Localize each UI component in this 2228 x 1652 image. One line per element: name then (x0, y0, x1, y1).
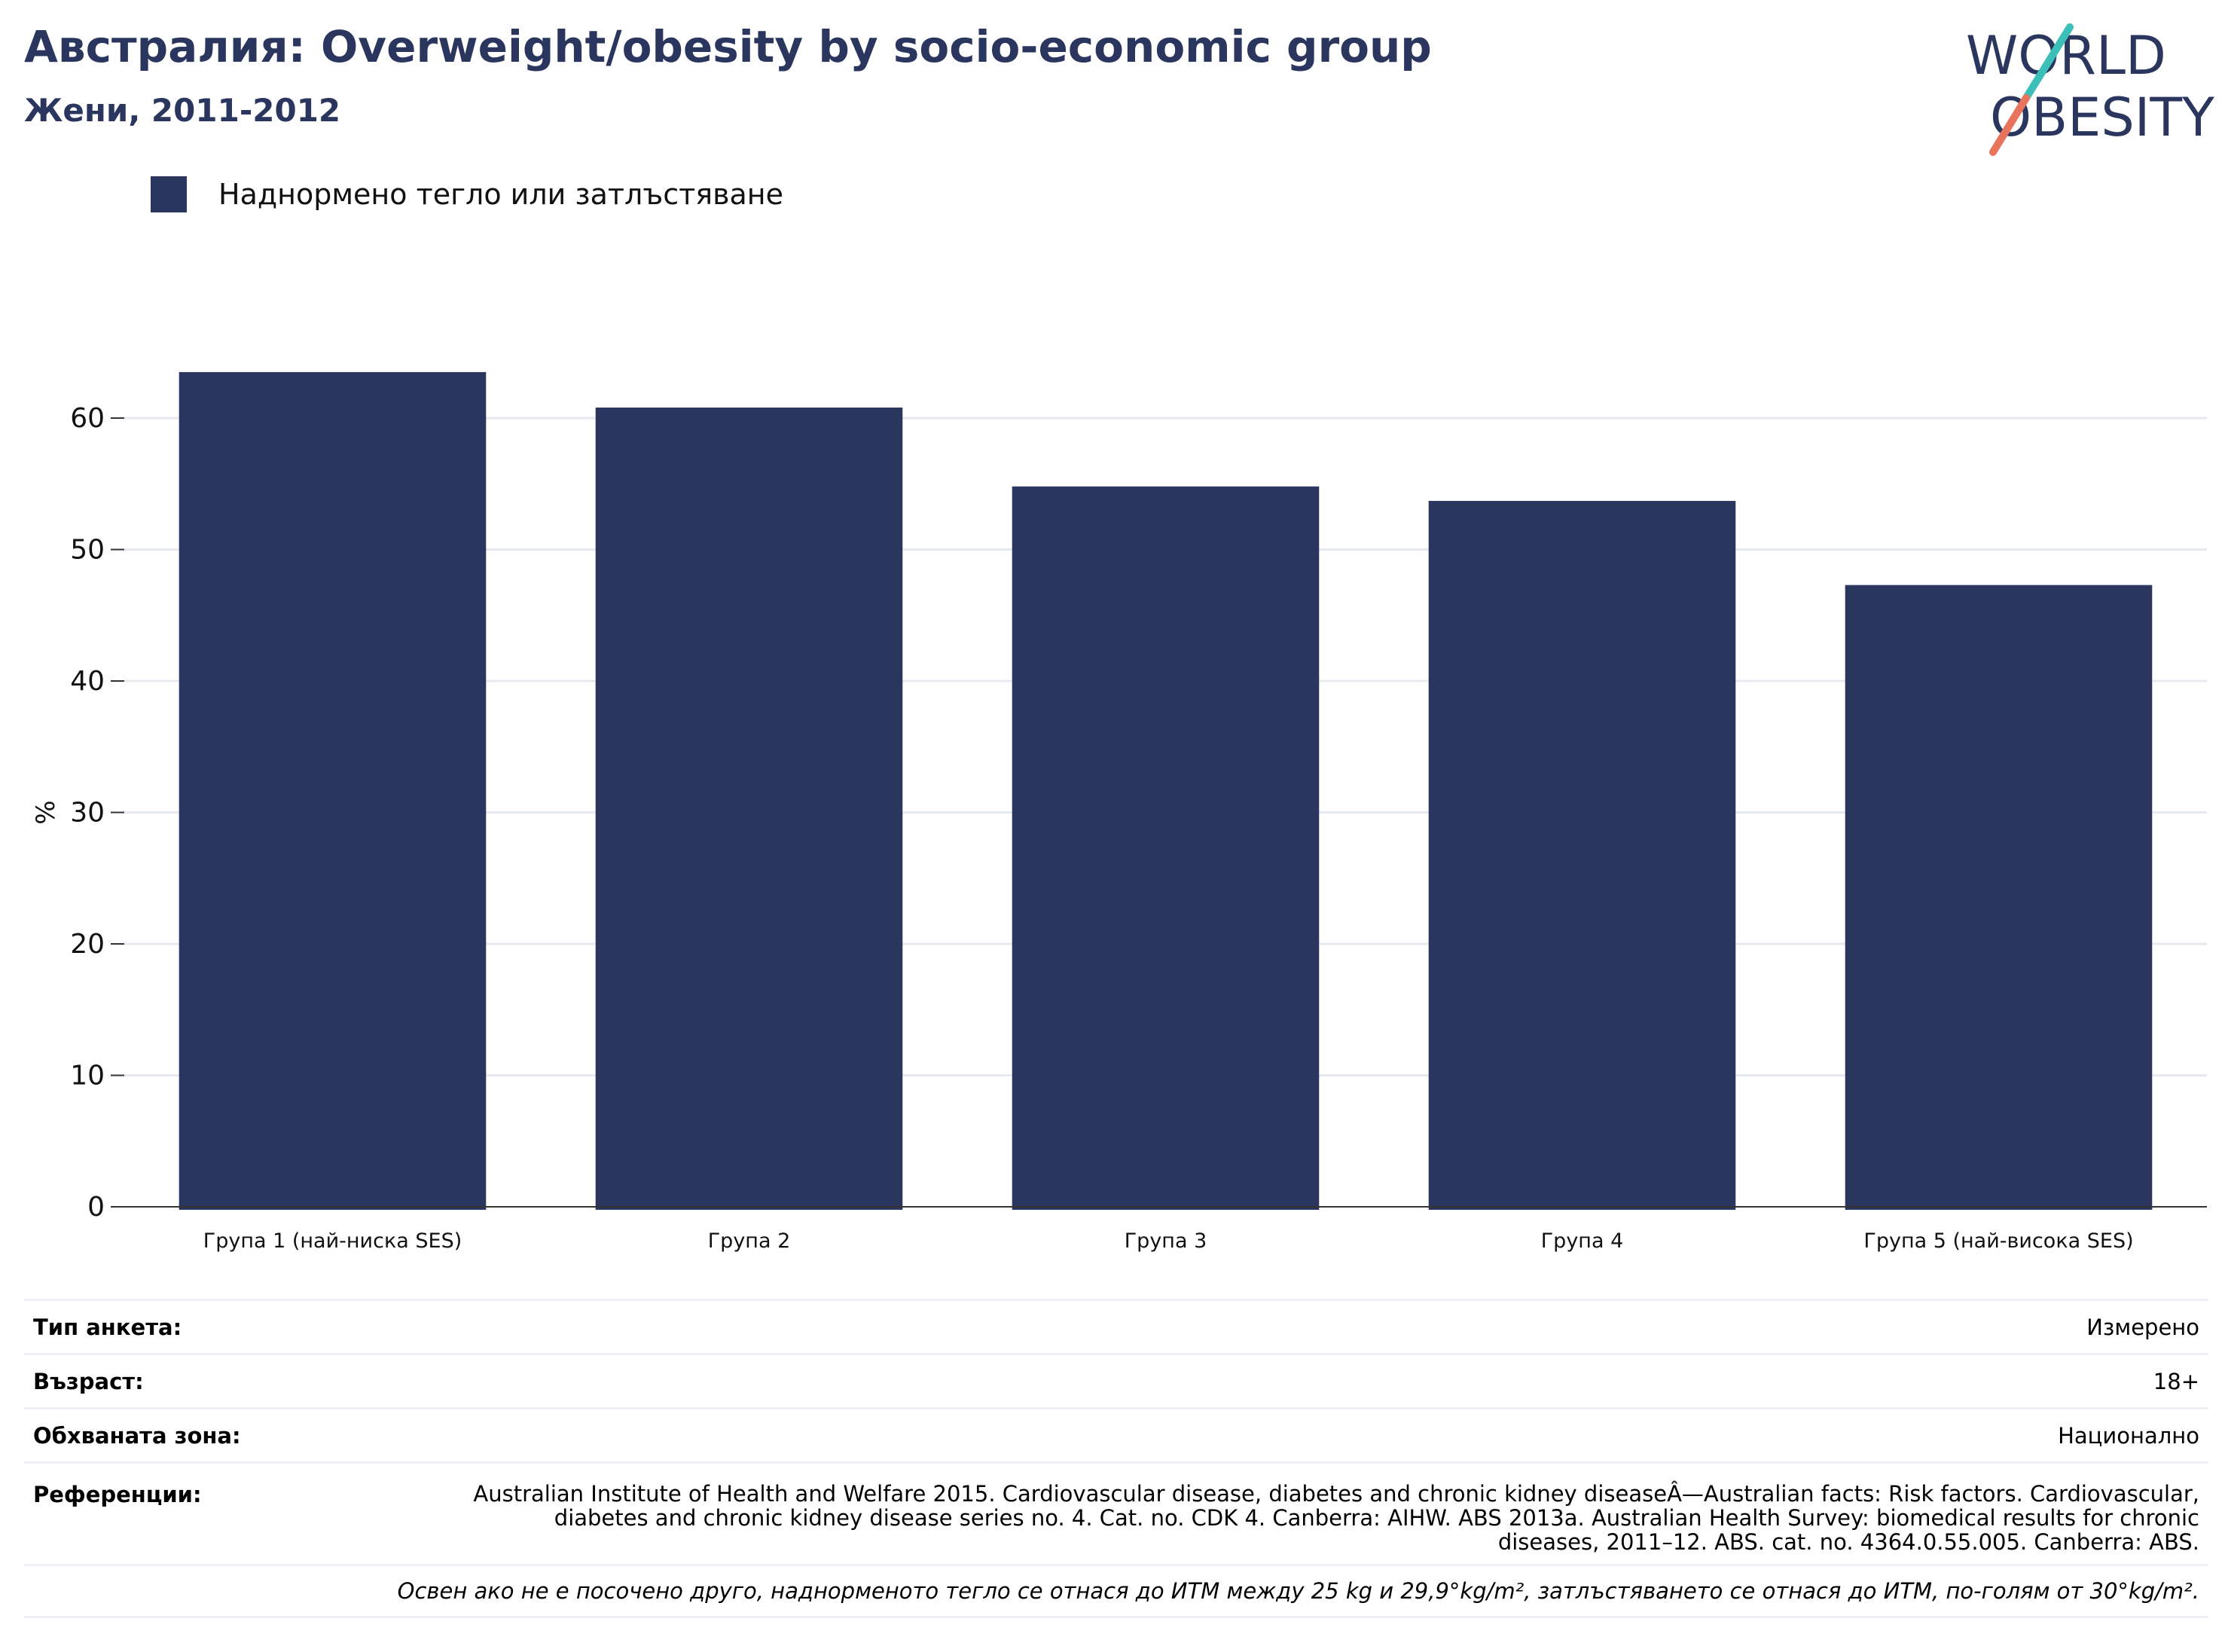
y-tick-label: 40 (70, 666, 105, 697)
meta-row-references: Референции: Australian Institute of Heal… (24, 1461, 2208, 1564)
bar (1428, 500, 1736, 1210)
bar-layer (179, 371, 2153, 1210)
y-tick-label: 30 (70, 798, 105, 829)
meta-value-area: Национално (2058, 1422, 2199, 1449)
bar (595, 408, 903, 1210)
meta-value-age: 18+ (2153, 1368, 2199, 1394)
meta-value-references: Australian Institute of Health and Welfa… (473, 1481, 2199, 1555)
x-tick-label: Група 2 (708, 1229, 791, 1253)
meta-value-survey-type: Измерено (2086, 1314, 2199, 1340)
meta-row-note: Освен ако не е посочено друго, наднормен… (24, 1564, 2208, 1618)
meta-row-survey-type: Тип анкета: Измерено (24, 1299, 2208, 1353)
x-tick-label: Група 4 (1541, 1229, 1624, 1253)
x-tick-label: Група 3 (1125, 1229, 1207, 1253)
x-tick-label: Група 1 (най-ниска SES) (203, 1229, 462, 1253)
chart-title: Австралия: Overweight/obesity by socio-e… (24, 21, 1432, 72)
world-obesity-logo: WORLD OBESITY (1966, 23, 2214, 156)
bar (179, 371, 487, 1210)
metadata-table: Тип анкета: Измерено Възраст: 18+ Обхван… (24, 1299, 2208, 1618)
bar (1845, 585, 2153, 1210)
legend-label: Наднормено тегло или затлъстяване (218, 178, 783, 211)
y-tick-label: 50 (70, 535, 105, 566)
bar-chart: 0 10 20 30 40 50 60 Група 1 (най-ниска SES) Груп… (31, 371, 2207, 1253)
legend: Наднормено тегло или затлъстяване (151, 175, 783, 214)
y-axis-label: % (31, 800, 61, 824)
y-tick-label: 20 (70, 929, 105, 960)
definition-note: Освен ако не е посочено друго, наднормен… (397, 1578, 2199, 1604)
legend-swatch (151, 176, 187, 212)
y-tick-label: 60 (70, 403, 105, 434)
logo-slash-bottom (1989, 94, 2030, 156)
y-tick-label: 0 (87, 1192, 105, 1223)
meta-row-area: Обхваната зона: Национално (24, 1407, 2208, 1461)
meta-label-survey-type: Тип анкета: (33, 1314, 182, 1340)
x-tick-label: Група 5 (най-висока SES) (1863, 1229, 2133, 1253)
logo-slash-top (2022, 23, 2074, 102)
axis-layer: 0 10 20 30 40 50 60 Група 1 (най-ниска SES) Груп… (70, 403, 2207, 1253)
chart-subtitle: Жени, 2011-2012 (24, 92, 341, 129)
meta-label-area: Обхваната зона: (33, 1422, 241, 1449)
meta-row-age: Възраст: 18+ (24, 1353, 2208, 1407)
y-tick-label: 10 (70, 1061, 105, 1092)
meta-label-references: Референции: (33, 1482, 202, 1507)
bar (1012, 486, 1320, 1210)
meta-label-age: Възраст: (33, 1368, 144, 1394)
